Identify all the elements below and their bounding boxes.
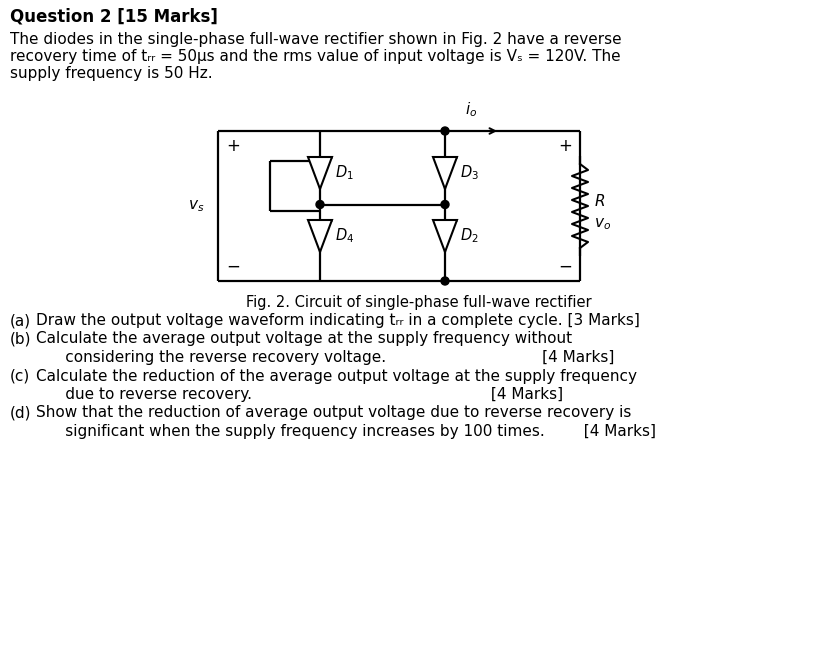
Text: supply frequency is 50 Hz.: supply frequency is 50 Hz. xyxy=(10,66,212,81)
Text: considering the reverse recovery voltage.                                [4 Mark: considering the reverse recovery voltage… xyxy=(36,350,614,365)
Text: +: + xyxy=(558,137,572,155)
Text: (d): (d) xyxy=(10,406,32,421)
Polygon shape xyxy=(308,157,332,189)
Text: significant when the supply frequency increases by 100 times.        [4 Marks]: significant when the supply frequency in… xyxy=(36,424,656,439)
Text: $R$: $R$ xyxy=(594,193,605,209)
Text: $D_2$: $D_2$ xyxy=(460,227,479,245)
Text: Calculate the reduction of the average output voltage at the supply frequency: Calculate the reduction of the average o… xyxy=(36,368,637,383)
Text: $D_3$: $D_3$ xyxy=(460,163,479,182)
Text: Fig. 2. Circuit of single-phase full-wave rectifier: Fig. 2. Circuit of single-phase full-wav… xyxy=(246,295,591,310)
Text: (c): (c) xyxy=(10,368,30,383)
Text: (a): (a) xyxy=(10,313,31,328)
Text: −: − xyxy=(558,258,572,276)
Polygon shape xyxy=(433,220,457,252)
Text: Question 2 [15 Marks]: Question 2 [15 Marks] xyxy=(10,8,218,26)
Polygon shape xyxy=(433,157,457,189)
Text: Calculate the average output voltage at the supply frequency without: Calculate the average output voltage at … xyxy=(36,331,572,346)
Text: $D_4$: $D_4$ xyxy=(335,227,354,245)
Text: due to reverse recovery.                                                 [4 Mark: due to reverse recovery. [4 Mark xyxy=(36,387,563,402)
Text: (b): (b) xyxy=(10,331,32,346)
Circle shape xyxy=(441,201,449,208)
Circle shape xyxy=(316,201,324,208)
Text: $D_1$: $D_1$ xyxy=(335,163,354,182)
Text: The diodes in the single-phase full-wave rectifier shown in Fig. 2 have a revers: The diodes in the single-phase full-wave… xyxy=(10,32,622,47)
Text: −: − xyxy=(226,258,240,276)
Text: Show that the reduction of average output voltage due to reverse recovery is: Show that the reduction of average outpu… xyxy=(36,406,632,421)
Text: +: + xyxy=(226,137,240,155)
Text: Draw the output voltage waveform indicating tᵣᵣ in a complete cycle. [3 Marks]: Draw the output voltage waveform indicat… xyxy=(36,313,640,328)
Text: $v_s$: $v_s$ xyxy=(188,198,205,214)
Text: recovery time of tᵣᵣ = 50μs and the rms value of input voltage is Vₛ = 120V. The: recovery time of tᵣᵣ = 50μs and the rms … xyxy=(10,49,621,64)
Circle shape xyxy=(441,277,449,285)
Text: $i_o$: $i_o$ xyxy=(465,100,477,119)
Polygon shape xyxy=(308,220,332,252)
Text: $v_o$: $v_o$ xyxy=(594,216,611,232)
Circle shape xyxy=(441,127,449,135)
